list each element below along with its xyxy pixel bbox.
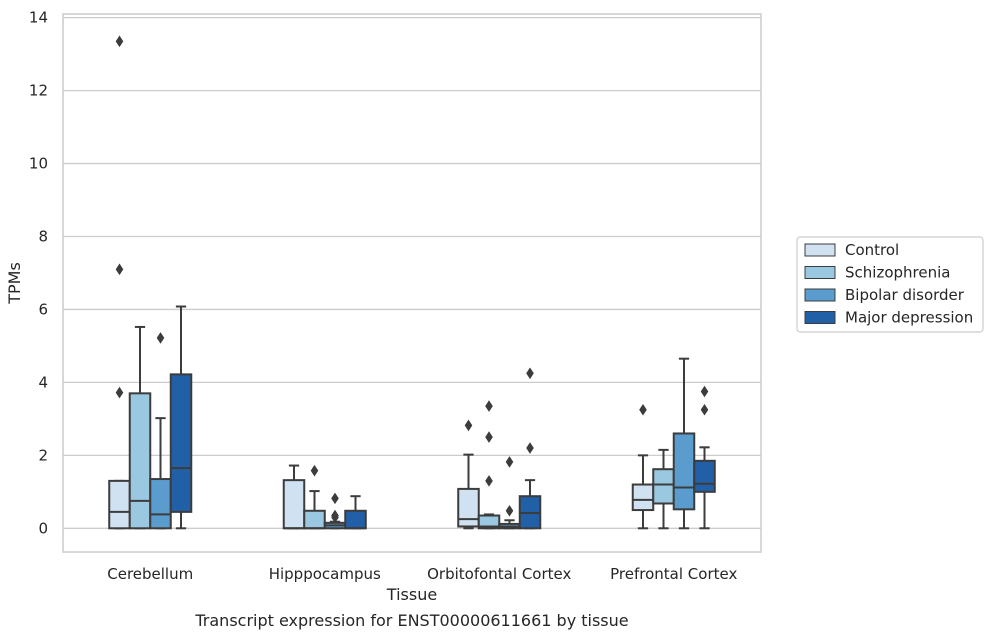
outlier-point — [485, 400, 493, 412]
box-schizophrenia — [128, 325, 152, 530]
legend-swatch — [804, 243, 836, 257]
box-schizophrenia — [652, 448, 675, 530]
outlier-point — [464, 419, 473, 432]
legend: Control Schizophrenia Bipolar disorder Majo… — [796, 236, 984, 333]
box-bipolar-disorder — [149, 332, 172, 530]
box-iqr — [457, 487, 480, 528]
y-tick-label: 0 — [38, 519, 48, 537]
x-axis-label: Tissue — [386, 585, 437, 604]
y-axis-label: TPMs — [5, 262, 24, 305]
outlier-point — [115, 386, 124, 399]
outlier-point — [639, 403, 647, 416]
legend-label: Bipolar disorder — [845, 286, 965, 304]
box-control — [282, 464, 306, 530]
box-bipolar-disorder — [672, 357, 696, 530]
box-major-depression — [693, 385, 716, 530]
legend-label: Control — [845, 241, 899, 259]
legend-label: Schizophrenia — [845, 264, 950, 282]
box-major-depression — [344, 495, 367, 530]
legend-entry: Control — [804, 241, 899, 259]
legend-swatch — [804, 311, 836, 324]
box-iqr — [149, 478, 172, 530]
outlier-point — [505, 456, 514, 468]
outlier-point — [700, 403, 709, 416]
box-control — [631, 403, 655, 530]
box-iqr — [344, 509, 367, 530]
box-iqr — [477, 514, 501, 530]
legend-entry: Schizophrenia — [804, 264, 950, 282]
outlier-point — [310, 464, 319, 477]
box-control — [457, 419, 480, 530]
box-iqr — [108, 479, 131, 530]
outlier-point — [485, 431, 493, 443]
y-tick-label: 6 — [38, 300, 48, 318]
grid-lines — [63, 16, 761, 529]
box-iqr — [303, 509, 326, 530]
legend-swatch — [804, 266, 836, 279]
outlier-point — [331, 492, 339, 505]
x-tick-label: Prefrontal Cortex — [610, 565, 737, 583]
box-bipolar-disorder — [323, 492, 347, 530]
legend-swatch — [804, 288, 836, 302]
legend-label: Major depression — [845, 309, 973, 327]
y-tick-label: 8 — [38, 227, 48, 245]
box-iqr — [169, 373, 193, 513]
box-schizophrenia — [477, 400, 501, 530]
outlier-point — [526, 367, 534, 380]
box-control — [108, 35, 131, 530]
outlier-point — [156, 332, 165, 344]
outlier-point — [485, 475, 493, 487]
outlier-point — [700, 385, 709, 398]
y-tick-label: 14 — [29, 9, 48, 27]
outlier-point — [115, 263, 124, 276]
box-major-depression — [518, 367, 542, 530]
chart-caption: Transcript expression for ENST0000061166… — [194, 611, 628, 630]
x-tick-label: Orbitofontal Cortex — [427, 565, 571, 583]
box-iqr — [672, 432, 696, 511]
y-tick-label: 10 — [29, 155, 48, 173]
legend-entry: Bipolar disorder — [804, 286, 965, 304]
y-tick-label: 2 — [38, 446, 48, 464]
y-tick-label: 4 — [38, 373, 48, 391]
box-major-depression — [169, 305, 193, 530]
y-axis-ticks: 0 2 4 6 8 10 12 14 — [29, 9, 48, 538]
legend-entry: Major depression — [804, 309, 973, 327]
box-iqr — [282, 479, 306, 530]
outlier-point — [115, 35, 124, 48]
x-tick-label: Cerebellum — [107, 565, 193, 583]
box-iqr — [693, 459, 716, 493]
box-iqr — [652, 468, 675, 505]
outlier-point — [331, 509, 339, 522]
boxes — [108, 35, 716, 530]
box-schizophrenia — [303, 464, 326, 530]
box-bipolar-disorder — [498, 456, 521, 530]
y-tick-label: 12 — [29, 82, 48, 100]
box-iqr — [128, 392, 152, 530]
outlier-point — [505, 504, 514, 517]
x-axis-ticks: Cerebellum Hipppocampus Orbitofontal Corte… — [107, 565, 737, 583]
plot-area-frame — [62, 13, 762, 553]
outlier-point — [526, 442, 534, 454]
legend-frame — [796, 236, 984, 333]
x-tick-label: Hipppocampus — [269, 565, 381, 583]
box-iqr — [631, 483, 655, 512]
